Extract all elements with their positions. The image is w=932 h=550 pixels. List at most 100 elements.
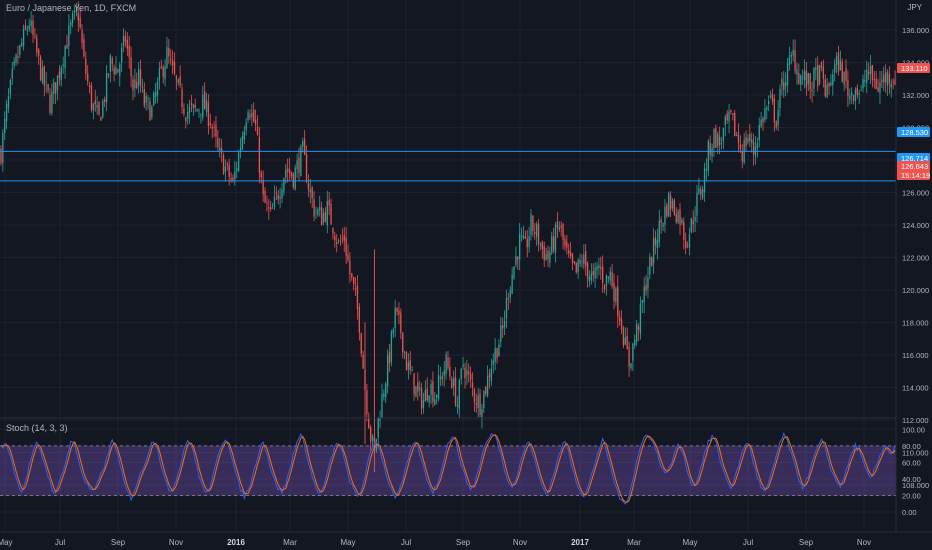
stoch-d-line — [0, 434, 896, 503]
candle-body — [869, 65, 872, 74]
price-axis-label: 118.000 — [902, 319, 929, 328]
candle-body — [609, 271, 611, 281]
candle-body — [220, 147, 223, 153]
candle-body — [830, 82, 832, 86]
candle-body — [256, 126, 259, 136]
candle-body — [160, 66, 162, 69]
candle-body — [679, 209, 681, 225]
candle-body — [251, 112, 253, 118]
candle-body — [575, 262, 577, 273]
candle-body — [188, 106, 191, 113]
stoch-lines — [0, 432, 896, 505]
candle-body — [439, 377, 442, 379]
price-axis-label: 114.000 — [902, 384, 929, 393]
horizontal-lines[interactable] — [0, 150, 896, 182]
candle-body — [151, 106, 153, 118]
candle-body — [381, 394, 383, 418]
candle-body — [892, 81, 894, 83]
price-axis[interactable]: 136.000134.000132.000130.000128.000126.0… — [902, 26, 929, 490]
price-tag-label: 128.530 — [901, 128, 928, 137]
stoch-axis[interactable]: 100.00 80.00 60.00 40.00 20.00 0.00 — [902, 425, 925, 517]
candle-body — [88, 85, 91, 88]
candle-body — [507, 297, 510, 300]
candle-body — [436, 394, 438, 398]
time-axis-label: May — [0, 538, 13, 547]
candle-body — [571, 253, 574, 263]
candle-body — [311, 187, 313, 198]
candle-body — [132, 79, 134, 91]
candle-body — [170, 59, 172, 61]
candle-body — [390, 331, 393, 362]
candle-body — [441, 376, 444, 380]
candle-body — [287, 168, 289, 172]
candle-body — [639, 303, 642, 334]
candle-body — [32, 20, 34, 36]
candle-body — [279, 196, 281, 199]
candle-body — [130, 57, 132, 77]
candle-body — [649, 256, 651, 275]
candle-body — [481, 409, 483, 418]
symbol-title[interactable]: Euro / Japanese Yen, 1D, FXCM — [6, 3, 137, 13]
candle-body — [860, 90, 862, 92]
candle-body — [607, 276, 609, 279]
candle-body — [34, 35, 36, 37]
candle-body — [852, 95, 855, 101]
candle-body — [241, 136, 244, 149]
candle-body — [775, 121, 777, 128]
price-axis-label: 124.000 — [902, 221, 929, 230]
candle-body — [854, 89, 857, 102]
candle-body — [794, 50, 796, 72]
candle-body — [530, 214, 532, 235]
candle-body — [730, 110, 732, 112]
candle-body — [62, 64, 64, 66]
candle-body — [788, 57, 791, 65]
candle-body — [98, 101, 100, 115]
candle-body — [658, 220, 660, 243]
candle-body — [417, 382, 419, 392]
candle-body — [711, 147, 713, 157]
candle-body — [488, 373, 491, 378]
candle-body — [204, 91, 206, 110]
time-axis[interactable]: May Jul Sep Nov 2016 Mar May Jul Sep Nov 2017 Mar Ma… — [0, 538, 871, 547]
candle-body — [239, 147, 242, 152]
candle-body — [264, 190, 266, 203]
candle-body — [368, 417, 370, 429]
candle-body — [124, 36, 127, 42]
stoch-axis-label: 20.00 — [902, 491, 921, 500]
candle-body — [756, 142, 759, 149]
indicator-title[interactable]: Stoch (14, 3, 3) — [6, 423, 68, 433]
candle-body — [70, 21, 72, 26]
candle-body — [796, 69, 798, 75]
candle-body — [539, 243, 542, 246]
candle-body — [805, 70, 808, 88]
candle-body — [590, 273, 593, 281]
time-axis-label: Mar — [283, 538, 297, 547]
candle-body — [192, 104, 195, 108]
candle-body — [432, 381, 434, 403]
candle-body — [322, 213, 325, 223]
candle-body — [483, 390, 485, 409]
candle-body — [358, 307, 361, 333]
candle-body — [330, 203, 332, 225]
candle-body — [468, 371, 470, 374]
candle-body — [824, 79, 826, 97]
candle-body — [319, 207, 321, 211]
candle-body — [370, 426, 372, 442]
time-axis-label: May — [340, 538, 355, 547]
candle-body — [15, 54, 17, 63]
candle-body — [181, 88, 183, 108]
time-axis-label: Sep — [456, 538, 471, 547]
candle-body — [307, 183, 310, 190]
price-tag-label: 133.110 — [901, 64, 928, 73]
stoch-axis-label: 100.00 — [902, 425, 925, 434]
candle-body — [654, 237, 657, 246]
candle-body — [356, 285, 359, 310]
candle-body — [226, 163, 228, 165]
candle-body — [415, 386, 417, 397]
candle-body — [456, 404, 459, 407]
time-axis-label: 2017 — [571, 538, 589, 547]
candle-body — [215, 124, 217, 137]
candle-body — [768, 101, 770, 104]
candle-body — [637, 326, 640, 331]
